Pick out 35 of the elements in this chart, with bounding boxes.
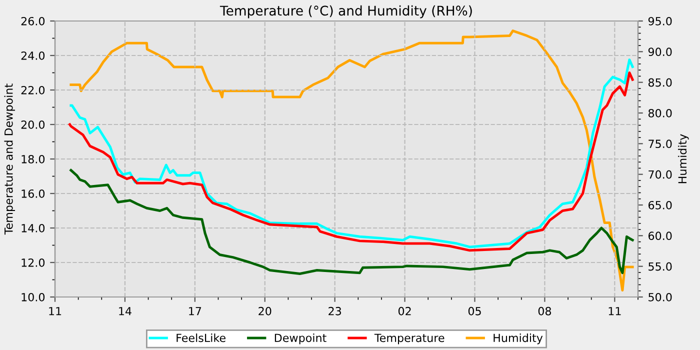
legend-label: Humidity <box>494 333 543 344</box>
y-tick-label: 12.0 <box>22 258 45 267</box>
x-tick-label: 20 <box>258 306 272 316</box>
y-tick-label: 24.0 <box>21 51 45 60</box>
x-tick-label: 17 <box>189 307 202 316</box>
x-tick-label: 14 <box>119 307 132 316</box>
y2-tick-label: 70.0 <box>648 170 672 179</box>
y2-tick-label: 50.0 <box>648 292 672 302</box>
y2-tick-label: 65.0 <box>648 200 672 210</box>
y-tick-label: 18.0 <box>22 154 45 164</box>
y-tick-label: 20.0 <box>21 120 45 129</box>
y2-axis-title: Humidity <box>678 134 689 184</box>
y2-tick-label: 85.0 <box>648 78 672 87</box>
x-tick-label: 11 <box>49 307 62 316</box>
y-tick-label: 26.0 <box>21 16 45 26</box>
y-tick-label: 14.0 <box>22 224 45 232</box>
y-tick-label: 10.0 <box>22 292 45 302</box>
x-tick-label: 23 <box>328 306 342 316</box>
y2-tick-label: 60.0 <box>648 232 672 240</box>
y2-tick-label: 80.0 <box>648 108 672 118</box>
legend-label: FeelsLike <box>176 333 226 342</box>
x-tick-label: 11 <box>608 307 621 316</box>
y2-tick-label: 55.0 <box>648 262 672 271</box>
y2-tick-label: 90.0 <box>648 48 672 56</box>
x-tick-label: 08 <box>538 306 552 316</box>
x-tick-label: 02 <box>398 306 411 316</box>
legend-label: Temperature <box>374 334 444 344</box>
y-tick-label: 22.0 <box>21 86 45 94</box>
y-tick-label: 16.0 <box>22 189 45 198</box>
chart-title: Temperature (°C) and Humidity (RH%) <box>220 5 472 18</box>
x-tick-label: 05 <box>468 306 481 316</box>
y2-tick-label: 95.0 <box>648 16 672 26</box>
y-axis-title: Temperature and Dewpoint <box>4 84 15 235</box>
legend-label: Dewpoint <box>274 333 326 344</box>
y2-tick-label: 75.0 <box>648 140 672 148</box>
